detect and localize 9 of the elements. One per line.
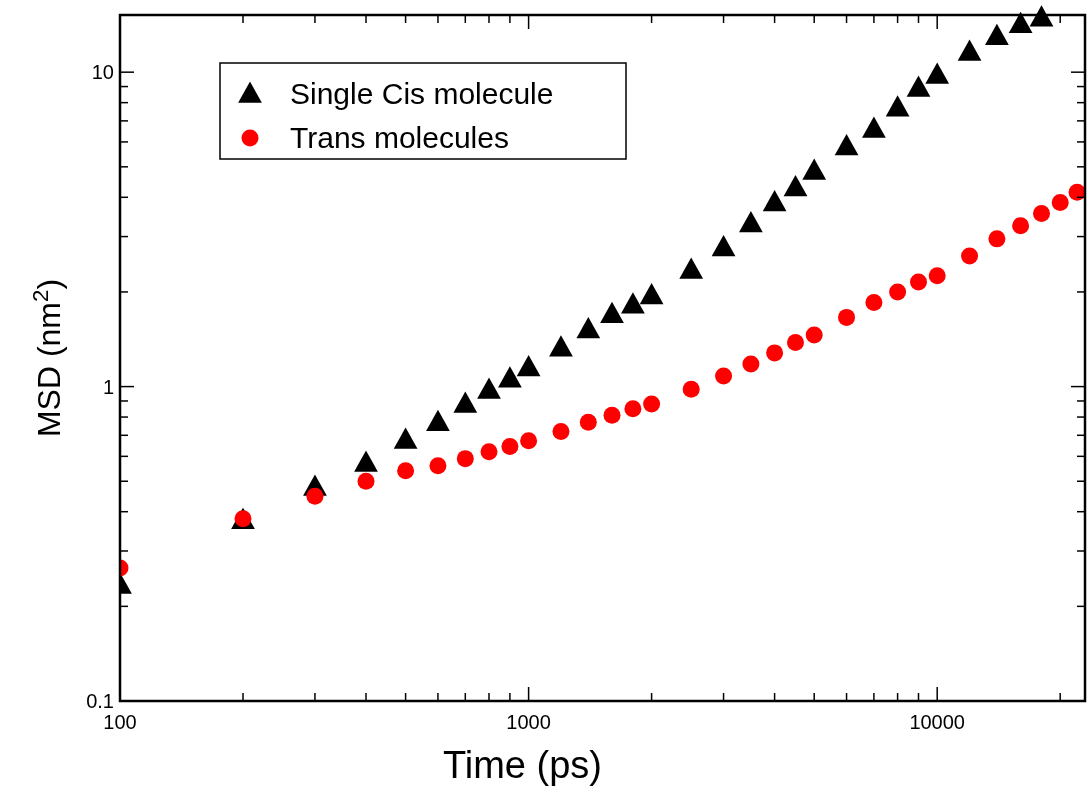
x-tick-label: 1000 bbox=[506, 711, 551, 733]
legend-label: Single Cis molecule bbox=[290, 77, 554, 110]
y-tick-label: 10 bbox=[91, 61, 114, 84]
legend-label: Trans molecules bbox=[290, 121, 509, 154]
x-tick-label: 100 bbox=[103, 711, 137, 733]
y-tick-label: 1 bbox=[102, 375, 114, 398]
x-tick-label: 10000 bbox=[909, 711, 966, 733]
x-axis-title: Time (ps) bbox=[442, 744, 603, 786]
y-tick-label: 0.1 bbox=[86, 690, 114, 712]
